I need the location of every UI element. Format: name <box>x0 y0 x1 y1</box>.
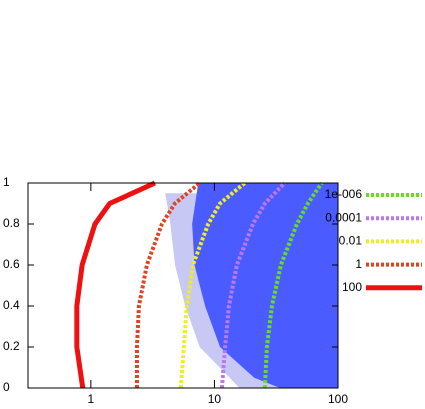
legend-label: 100 <box>342 280 362 294</box>
areas <box>165 183 338 388</box>
legend-label: 1e-006 <box>325 187 363 201</box>
y-tick-label: 0.8 <box>3 216 20 230</box>
x-tick-label: 10 <box>208 392 222 406</box>
series-line <box>178 181 247 389</box>
legend-label: 0.01 <box>339 234 363 248</box>
series-line <box>219 181 287 389</box>
legend-label: 1 <box>355 257 362 271</box>
y-tick-label: 0.2 <box>3 339 20 353</box>
shaded-area <box>192 183 338 388</box>
series-line <box>134 181 201 388</box>
x-tick-label: 100 <box>328 392 348 406</box>
y-tick-label: 0.6 <box>3 257 20 271</box>
plot-frame <box>27 182 339 389</box>
series-line <box>74 180 156 389</box>
x-tick-label: 1 <box>88 392 95 406</box>
series-line <box>262 181 324 389</box>
y-tick-label: 1 <box>3 175 10 189</box>
y-tick-label: 0 <box>3 380 10 394</box>
lines <box>74 180 324 389</box>
y-tick-label: 0.4 <box>3 298 20 312</box>
legend-label: 0.0001 <box>325 210 362 224</box>
